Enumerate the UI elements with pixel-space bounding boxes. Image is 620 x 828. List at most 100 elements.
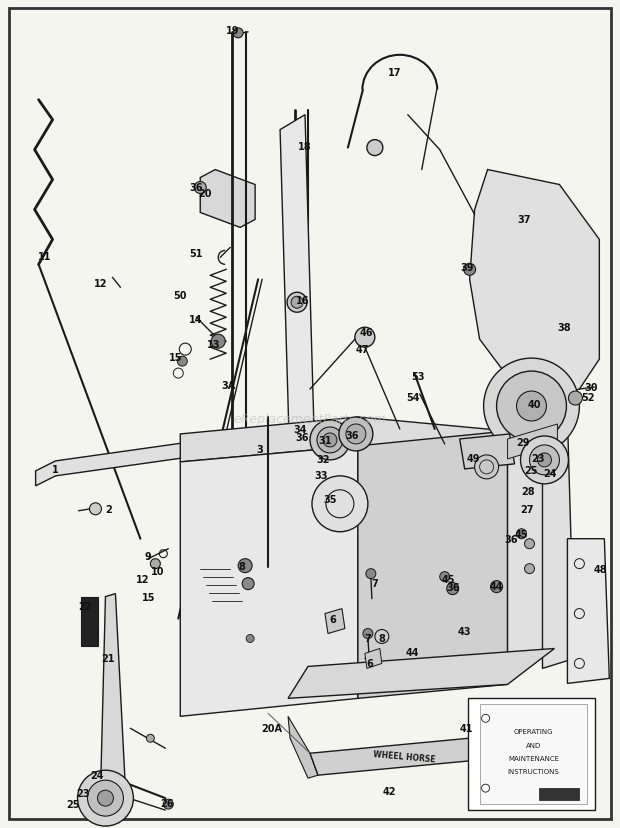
Text: 52: 52: [582, 392, 595, 402]
Text: 16: 16: [296, 296, 310, 306]
Circle shape: [538, 454, 551, 467]
Circle shape: [242, 578, 254, 590]
Text: 32: 32: [316, 455, 330, 465]
Bar: [81, 597, 99, 647]
Circle shape: [339, 417, 373, 451]
Circle shape: [146, 734, 154, 743]
Text: 40: 40: [528, 400, 541, 410]
Text: 13: 13: [206, 339, 220, 349]
Circle shape: [317, 427, 343, 454]
Text: 36: 36: [190, 182, 203, 192]
Text: 50: 50: [174, 291, 187, 301]
Bar: [467, 699, 595, 810]
Circle shape: [440, 572, 450, 582]
Circle shape: [521, 436, 569, 484]
Text: 54: 54: [406, 392, 420, 402]
Text: 23: 23: [76, 788, 89, 798]
Circle shape: [238, 559, 252, 573]
Polygon shape: [358, 431, 508, 699]
Text: 34: 34: [293, 425, 307, 435]
Polygon shape: [469, 171, 600, 400]
Bar: [539, 788, 580, 800]
Circle shape: [446, 583, 459, 595]
Text: eReplacementParts.com: eReplacementParts.com: [234, 413, 386, 426]
Text: 8: 8: [239, 561, 246, 571]
Circle shape: [151, 559, 161, 569]
Circle shape: [78, 770, 133, 826]
Text: 41: 41: [460, 724, 474, 734]
Polygon shape: [180, 446, 358, 716]
Text: 12: 12: [94, 279, 107, 289]
Text: 15: 15: [141, 592, 155, 602]
Text: 51: 51: [190, 249, 203, 259]
Bar: [480, 705, 587, 804]
Text: OPERATING: OPERATING: [514, 729, 553, 734]
Text: 12: 12: [136, 574, 149, 584]
Text: 7: 7: [365, 633, 371, 643]
Circle shape: [490, 581, 503, 593]
Polygon shape: [365, 648, 382, 669]
Polygon shape: [459, 435, 515, 469]
Circle shape: [366, 569, 376, 579]
Circle shape: [211, 335, 225, 349]
Circle shape: [475, 455, 498, 479]
Text: 15: 15: [169, 353, 182, 363]
Circle shape: [163, 799, 174, 809]
Circle shape: [497, 372, 567, 441]
Circle shape: [194, 182, 206, 195]
Circle shape: [177, 357, 187, 367]
Text: 6: 6: [366, 658, 373, 669]
Text: MAINTENANCE: MAINTENANCE: [508, 755, 559, 761]
Circle shape: [287, 293, 307, 313]
Text: 14: 14: [188, 315, 202, 325]
Text: 42: 42: [383, 787, 397, 797]
Text: 21: 21: [102, 653, 115, 664]
Polygon shape: [508, 417, 557, 669]
Text: INSTRUCTIONS: INSTRUCTIONS: [508, 768, 559, 774]
Text: 38: 38: [557, 323, 571, 333]
Text: 24: 24: [91, 770, 104, 780]
Polygon shape: [280, 116, 318, 574]
Text: 53: 53: [411, 372, 425, 382]
Text: 36: 36: [295, 432, 309, 442]
Circle shape: [323, 433, 337, 447]
Text: 49: 49: [467, 454, 480, 464]
Text: 25: 25: [524, 465, 538, 475]
Polygon shape: [325, 609, 345, 633]
Polygon shape: [567, 539, 609, 684]
Text: 45: 45: [442, 574, 456, 584]
Text: 35: 35: [323, 494, 337, 504]
Text: 3: 3: [257, 445, 264, 455]
Text: 19: 19: [226, 26, 240, 36]
Text: 29: 29: [516, 437, 529, 447]
Text: 36: 36: [345, 431, 358, 440]
Text: 48: 48: [593, 564, 607, 574]
Text: 39: 39: [460, 263, 474, 273]
Circle shape: [516, 392, 546, 421]
Text: 33: 33: [314, 470, 328, 480]
Polygon shape: [180, 417, 508, 462]
Circle shape: [233, 29, 243, 39]
Text: 8: 8: [378, 633, 385, 643]
Circle shape: [525, 564, 534, 574]
Text: 36: 36: [505, 534, 518, 544]
Text: 9: 9: [145, 551, 152, 561]
Text: 20A: 20A: [262, 724, 283, 734]
Circle shape: [97, 790, 113, 806]
Text: 3A: 3A: [221, 381, 236, 391]
Polygon shape: [35, 431, 280, 486]
Text: AND: AND: [526, 743, 541, 749]
Text: 31: 31: [318, 436, 332, 445]
Circle shape: [310, 421, 350, 460]
Text: 27: 27: [520, 504, 533, 514]
Circle shape: [87, 780, 123, 816]
Polygon shape: [200, 171, 255, 229]
Text: 43: 43: [458, 626, 471, 636]
Text: 2: 2: [105, 504, 112, 514]
Circle shape: [367, 141, 383, 156]
Circle shape: [529, 445, 559, 475]
Text: 17: 17: [388, 68, 402, 78]
Circle shape: [346, 425, 366, 445]
Text: 45: 45: [515, 529, 528, 539]
Text: WHEEL HORSE: WHEEL HORSE: [373, 749, 435, 763]
